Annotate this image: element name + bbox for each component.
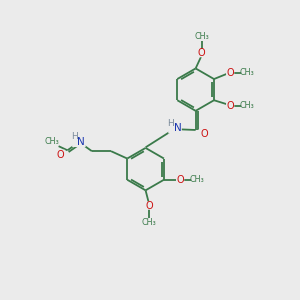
FancyBboxPatch shape	[72, 138, 86, 147]
Text: O: O	[200, 129, 208, 139]
Text: N: N	[173, 123, 181, 133]
FancyBboxPatch shape	[145, 202, 153, 210]
FancyBboxPatch shape	[197, 49, 206, 57]
Text: CH₃: CH₃	[45, 137, 59, 146]
Text: O: O	[226, 68, 234, 78]
Text: CH₃: CH₃	[239, 68, 254, 77]
FancyBboxPatch shape	[226, 101, 234, 110]
FancyBboxPatch shape	[226, 68, 234, 77]
Text: N: N	[77, 137, 85, 147]
Text: CH₃: CH₃	[189, 175, 204, 184]
Text: O: O	[57, 150, 64, 160]
Text: CH₃: CH₃	[194, 32, 209, 41]
FancyBboxPatch shape	[168, 124, 182, 134]
FancyBboxPatch shape	[57, 150, 65, 158]
Text: CH₃: CH₃	[239, 101, 254, 110]
Text: O: O	[226, 100, 234, 110]
Text: O: O	[176, 175, 184, 185]
FancyBboxPatch shape	[176, 176, 184, 184]
Text: H: H	[167, 119, 174, 128]
Text: O: O	[198, 48, 205, 58]
Text: CH₃: CH₃	[142, 218, 157, 227]
Text: O: O	[145, 201, 153, 211]
FancyBboxPatch shape	[198, 129, 208, 138]
Text: H: H	[71, 132, 78, 141]
